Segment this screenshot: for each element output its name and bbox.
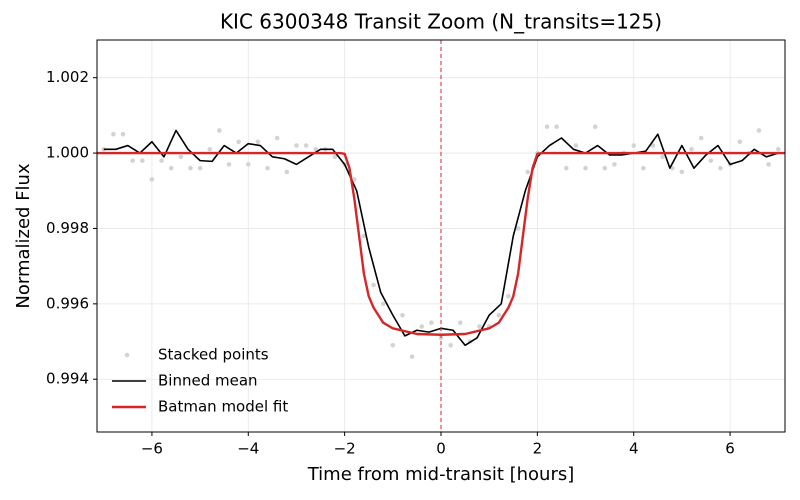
data-point <box>197 165 203 171</box>
data-point <box>429 320 434 325</box>
legend-label: Batman model fit <box>158 398 288 416</box>
data-point <box>217 128 222 133</box>
data-point <box>563 165 569 171</box>
data-point <box>448 343 453 348</box>
data-point <box>265 165 270 171</box>
data-point <box>274 135 280 141</box>
data-point <box>159 158 164 163</box>
data-point <box>631 143 637 148</box>
x-tick-label: 4 <box>629 440 639 458</box>
data-point <box>390 343 396 348</box>
data-point <box>101 147 107 152</box>
data-point <box>294 143 299 148</box>
data-point <box>419 324 425 329</box>
axes: −6 −4 −2 0 2 4 6 0.994 0.996 0.998 1.000 1.002 <box>46 68 735 457</box>
x-tick-label: −6 <box>141 440 163 458</box>
data-point <box>120 131 126 137</box>
data-point <box>139 158 145 163</box>
x-axis-label: Time from mid-transit [hours] <box>307 464 575 485</box>
data-point <box>284 169 290 175</box>
data-point <box>544 124 550 129</box>
data-point <box>226 162 232 167</box>
data-point <box>188 165 193 171</box>
legend: Stacked points Binned mean Batman model fi… <box>112 346 288 416</box>
y-tick-label: 0.996 <box>46 294 89 312</box>
data-point <box>650 143 656 148</box>
series-line <box>97 151 785 336</box>
data-point <box>660 154 665 160</box>
data-point <box>332 154 338 160</box>
data-point <box>130 158 135 163</box>
data-point <box>679 169 685 175</box>
data-point <box>554 124 559 129</box>
data-point <box>245 162 251 167</box>
data-point <box>149 177 155 182</box>
data-point <box>111 131 116 137</box>
legend-label: Stacked points <box>158 346 269 364</box>
x-tick-label: 0 <box>436 440 446 458</box>
data-point <box>708 158 714 163</box>
data-point <box>361 233 367 239</box>
data-point <box>496 312 502 318</box>
data-point <box>525 169 531 175</box>
data-point <box>506 294 511 299</box>
data-point <box>775 147 781 152</box>
data-point <box>698 135 704 141</box>
x-tick-label: −2 <box>334 440 356 458</box>
data-point <box>477 324 482 329</box>
data-point <box>592 124 598 129</box>
y-tick-label: 0.998 <box>46 219 89 237</box>
legend-label: Binned mean <box>158 372 258 390</box>
data-point <box>371 282 376 288</box>
x-tick-label: 6 <box>725 440 735 458</box>
data-point <box>756 128 762 133</box>
y-tick-label: 1.002 <box>46 68 89 86</box>
data-point <box>168 165 174 171</box>
chart-title: KIC 6300348 Transit Zoom (N_transits=125… <box>220 10 662 34</box>
x-tick-label: −4 <box>237 440 259 458</box>
data-point <box>255 139 261 145</box>
data-point <box>178 154 184 160</box>
data-point <box>207 147 213 152</box>
data-point <box>718 165 723 171</box>
y-axis-label: Normalized Flux <box>13 163 34 309</box>
data-point <box>400 312 405 318</box>
legend-marker <box>124 352 130 358</box>
x-tick-label: 2 <box>533 440 543 458</box>
data-point <box>573 143 579 148</box>
data-point <box>515 226 521 231</box>
data-point <box>313 147 319 152</box>
y-tick-label: 1.000 <box>46 144 89 162</box>
data-point <box>612 162 617 167</box>
data-point <box>409 354 415 359</box>
data-point <box>689 147 694 152</box>
data-point <box>380 301 386 307</box>
data-point <box>303 143 309 148</box>
y-tick-label: 0.994 <box>46 370 89 388</box>
data-point <box>457 320 463 325</box>
data-point <box>583 165 588 171</box>
plot-area <box>97 40 785 432</box>
data-point <box>766 162 771 167</box>
data-point <box>351 177 357 182</box>
data-point <box>737 139 743 145</box>
data-point <box>236 139 241 145</box>
data-point <box>641 165 646 171</box>
data-point <box>602 165 608 171</box>
